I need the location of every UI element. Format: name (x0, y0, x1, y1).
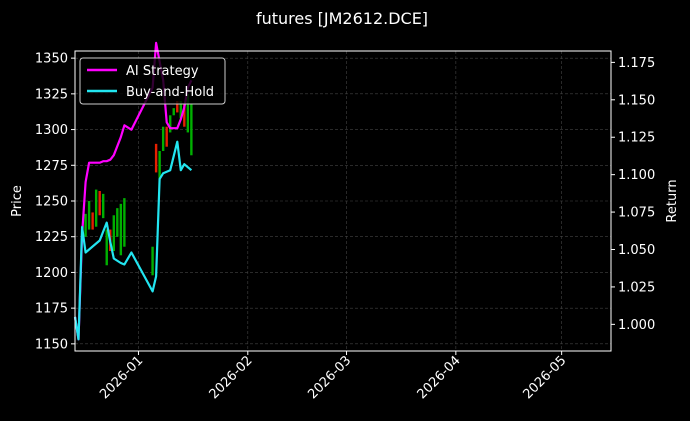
y-tick-label: 1325 (35, 87, 68, 102)
grid (75, 51, 611, 351)
candle (84, 213, 87, 237)
y2-tick-label: 1.025 (618, 280, 655, 295)
candle (183, 103, 186, 127)
price-axis-ticks: 1150 1175 1200 1225 1250 1275 1300 1325 1350 (35, 52, 75, 352)
candle (102, 193, 105, 219)
legend: AI Strategy Buy-and-Hold (79, 57, 226, 105)
candle (158, 151, 161, 180)
y2-tick-label: 1.000 (618, 318, 655, 333)
y-axis-label: Price (10, 185, 25, 217)
candle (123, 198, 126, 247)
legend-label-ai-strategy: AI Strategy (126, 64, 199, 79)
y2-tick-label: 1.075 (618, 206, 655, 221)
legend-label-buy-and-hold: Buy-and-Hold (126, 85, 214, 100)
y2-tick-label: 1.100 (618, 168, 655, 183)
y-tick-label: 1150 (35, 337, 68, 352)
candle (151, 246, 154, 276)
y-tick-label: 1175 (35, 302, 68, 317)
series-lines (73, 41, 193, 341)
candle (112, 215, 115, 251)
candle (169, 115, 172, 133)
candle (91, 212, 94, 230)
chart-title: futures [JM2612.DCE] (256, 9, 428, 28)
candle (87, 201, 91, 230)
y-tick-label: 1250 (35, 195, 68, 210)
y2-tick-label: 1.125 (618, 131, 655, 146)
y-tick-label: 1225 (35, 230, 68, 245)
y-tick-label: 1275 (35, 159, 68, 174)
candle (94, 189, 98, 227)
y-tick-label: 1200 (35, 266, 68, 281)
candle (186, 93, 190, 133)
y2-tick-label: 1.175 (618, 56, 655, 71)
candle (179, 101, 182, 119)
y-tick-label: 1300 (35, 123, 68, 138)
return-axis-ticks: 1.000 1.025 1.050 1.075 1.100 1.125 1.150 1.175 (611, 56, 655, 333)
candle (105, 229, 108, 266)
y2-tick-label: 1.050 (618, 243, 655, 258)
candle (165, 126, 168, 147)
series-line-ai-strategy (73, 41, 193, 341)
candle (116, 208, 119, 237)
y2-tick-label: 1.150 (618, 93, 655, 108)
candle (176, 101, 179, 113)
candle (172, 108, 175, 116)
y-tick-label: 1350 (35, 52, 68, 67)
candle (161, 126, 165, 151)
series-line-buy-and-hold (73, 140, 193, 341)
y2-axis-label: Return (665, 179, 680, 222)
candle (119, 203, 123, 256)
candle (98, 191, 101, 216)
candle (190, 103, 193, 156)
candle (154, 143, 158, 173)
